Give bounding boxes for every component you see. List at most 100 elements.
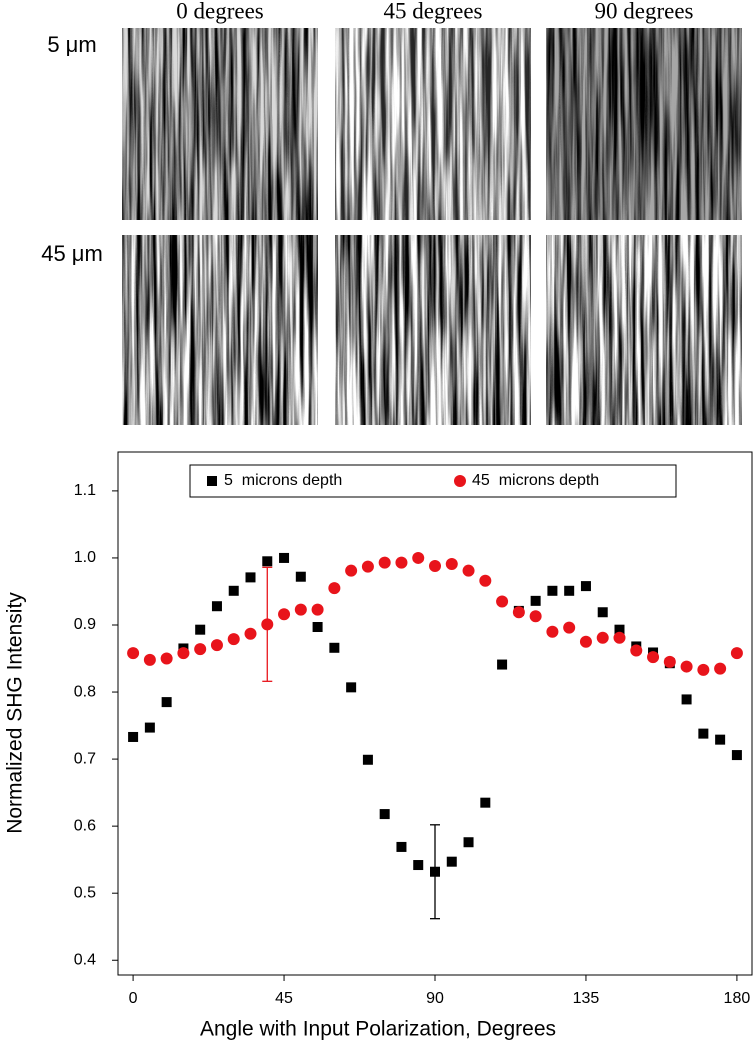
point (480, 797, 491, 808)
point (361, 560, 374, 573)
point (697, 663, 710, 676)
legend-label: 45 microns depth (472, 472, 599, 489)
legend-label: 5 microns depth (224, 472, 342, 489)
point (614, 624, 625, 635)
shade (546, 28, 742, 220)
shade (122, 28, 318, 220)
point (597, 607, 608, 618)
point (396, 841, 407, 852)
point (144, 722, 155, 733)
point (227, 633, 240, 646)
point (379, 809, 390, 820)
point (446, 856, 457, 867)
point (328, 582, 341, 595)
point (395, 556, 408, 569)
point (210, 639, 223, 652)
shade (335, 28, 531, 220)
column-label: 90 degrees (595, 0, 694, 23)
point (546, 625, 559, 638)
point (262, 556, 273, 567)
point (429, 559, 441, 572)
point (261, 618, 274, 631)
point (245, 572, 256, 583)
point (530, 595, 541, 606)
point (294, 603, 307, 616)
point (462, 564, 475, 577)
point (698, 728, 709, 739)
point (378, 556, 391, 569)
point (680, 660, 693, 673)
point (613, 631, 626, 644)
point (496, 595, 509, 608)
point (127, 647, 140, 660)
point (362, 754, 373, 765)
micrograph (335, 28, 531, 220)
point (596, 631, 609, 644)
point (580, 581, 591, 592)
point (279, 552, 290, 563)
point (715, 734, 726, 745)
x-tick-label: 90 (426, 990, 444, 1007)
point (563, 621, 576, 634)
point (177, 647, 190, 660)
point (228, 585, 239, 596)
point (479, 574, 492, 587)
point (412, 551, 425, 564)
point (128, 731, 139, 742)
y-tick-label: 0.7 (74, 750, 96, 767)
point (312, 622, 323, 633)
point (731, 750, 742, 761)
point (529, 610, 542, 623)
y-tick-label: 1.1 (74, 482, 96, 499)
point (630, 644, 643, 657)
x-tick-label: 0 (129, 990, 138, 1007)
y-tick-label: 0.9 (74, 616, 96, 633)
point (346, 682, 357, 693)
micrograph (122, 28, 318, 220)
x-axis-label: Angle with Input Polarization, Degrees (200, 1018, 556, 1041)
x-tick-label: 135 (573, 990, 600, 1007)
point (161, 697, 172, 708)
row-label: 45 μm (41, 241, 103, 266)
point (244, 627, 257, 640)
micrograph (335, 235, 531, 425)
point (579, 635, 592, 648)
point (413, 860, 424, 871)
micrograph (546, 235, 742, 425)
y-tick-label: 0.8 (74, 683, 96, 700)
point (730, 647, 743, 660)
x-tick-label: 180 (724, 990, 751, 1007)
point (647, 651, 660, 664)
point (430, 866, 440, 877)
point (195, 624, 206, 635)
point (663, 655, 676, 668)
point (329, 642, 340, 653)
point (295, 571, 306, 582)
point (311, 603, 324, 616)
point (497, 659, 508, 670)
legend-box (189, 464, 677, 498)
point (463, 837, 474, 848)
point (211, 601, 222, 612)
y-tick-label: 1.0 (74, 549, 96, 566)
point (512, 606, 525, 619)
y-tick-label: 0.5 (74, 884, 96, 901)
point (345, 564, 358, 577)
row-label: 5 μm (47, 32, 96, 57)
point (564, 585, 575, 596)
point (681, 694, 692, 705)
point (160, 652, 173, 665)
micrographs (122, 28, 742, 425)
legend-marker (454, 475, 466, 487)
micrograph (122, 235, 318, 425)
point (143, 653, 156, 666)
y-axis-label: Normalized SHG Intensity (4, 592, 27, 834)
legend-marker (207, 476, 217, 486)
x-tick-label: 45 (275, 990, 293, 1007)
y-tick-label: 0.4 (74, 951, 96, 968)
point (278, 608, 291, 621)
column-label: 45 degrees (384, 0, 483, 23)
point (547, 585, 558, 596)
